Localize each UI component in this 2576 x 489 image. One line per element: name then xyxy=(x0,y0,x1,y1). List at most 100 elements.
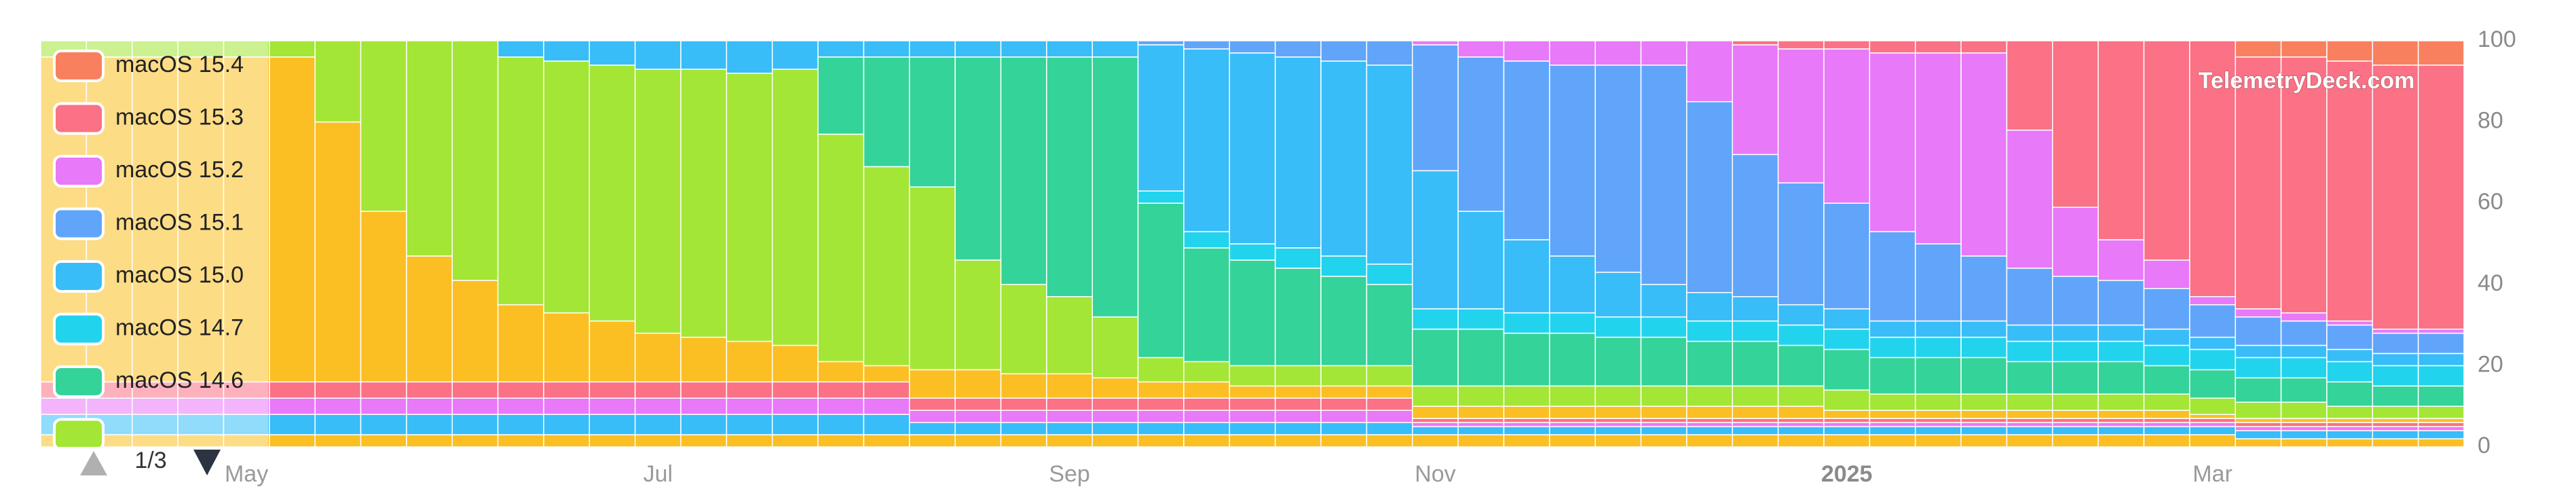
bar-segment xyxy=(1960,320,2008,338)
bar-segment xyxy=(726,40,773,74)
bar-segment xyxy=(1640,434,1687,448)
bar-segment xyxy=(863,166,910,367)
bar-segment xyxy=(1137,357,1184,383)
bar-segment xyxy=(1914,243,1962,322)
bar-segment xyxy=(451,280,499,383)
bar-segment xyxy=(1869,418,1916,423)
legend-page-down[interactable] xyxy=(193,450,221,475)
bar-segment xyxy=(1000,56,1047,285)
bar-segment xyxy=(2097,393,2145,411)
bar-segment xyxy=(2372,418,2419,423)
bar-segment xyxy=(726,434,773,448)
bar-segment xyxy=(954,422,1002,435)
bar-segment xyxy=(1686,434,1734,448)
bar-segment xyxy=(817,133,865,363)
bar-segment xyxy=(1320,385,1368,399)
bar-segment xyxy=(2372,328,2419,334)
bar-segment xyxy=(2097,340,2145,363)
bar-segment xyxy=(2097,361,2145,395)
bar-segment xyxy=(1777,422,1825,427)
bar-segment xyxy=(1960,357,2008,395)
bar-segment xyxy=(1091,377,1139,399)
bar-segment xyxy=(1046,397,1093,411)
bar-segment xyxy=(1549,418,1596,423)
bar-segment xyxy=(269,56,316,383)
bar-segment xyxy=(1686,101,1734,293)
bar-segment xyxy=(2326,40,2374,62)
bar-segment xyxy=(1046,410,1093,423)
bar-segment xyxy=(1183,40,1231,50)
bar-segment xyxy=(1137,410,1184,423)
bar-segment xyxy=(2326,381,2374,407)
bar-segment xyxy=(1960,434,2008,448)
legend-label: macOS 15.3 xyxy=(115,104,244,130)
bar-segment xyxy=(1549,422,1596,427)
bar-segment xyxy=(1046,434,1093,448)
bar-segment xyxy=(2417,365,2465,387)
bar-segment xyxy=(1457,405,1505,419)
bar-segment xyxy=(1046,422,1093,435)
bar-segment xyxy=(2326,60,2374,322)
bar-segment xyxy=(634,434,682,448)
bar-segment xyxy=(1686,418,1734,423)
bar-segment xyxy=(177,56,225,383)
bar-segment xyxy=(954,410,1002,423)
bar-segment xyxy=(360,381,407,399)
bar-segment xyxy=(406,40,453,257)
bar-segment xyxy=(2372,385,2419,407)
bar-segment xyxy=(2235,377,2282,403)
bar-segment xyxy=(1320,40,1368,62)
legend-label: macOS 14.7 xyxy=(115,314,244,340)
bar-segment xyxy=(1183,397,1231,411)
bar-segment xyxy=(2189,304,2236,338)
bar-segment xyxy=(2235,357,2282,379)
bar-segment xyxy=(1914,320,1962,338)
bar-segment xyxy=(1732,422,1779,427)
bar-segment xyxy=(1412,426,1459,435)
bar-segment xyxy=(680,434,728,448)
legend-swatch-partial xyxy=(53,418,105,447)
bar-segment xyxy=(2280,377,2328,403)
bar-segment xyxy=(1732,153,1779,297)
bar-segment xyxy=(1000,410,1047,423)
bar-segment xyxy=(1960,336,2008,359)
bar-segment xyxy=(1412,170,1459,310)
bar-segment xyxy=(2280,422,2328,427)
bar-segment xyxy=(1229,397,1276,411)
bar-segment xyxy=(543,434,591,448)
legend-page-up[interactable] xyxy=(80,451,107,475)
legend-swatch xyxy=(53,155,105,187)
bar-segment xyxy=(2372,430,2419,439)
bar-segment xyxy=(909,410,956,423)
bar-segment xyxy=(1457,211,1505,310)
legend-swatch xyxy=(53,260,105,293)
bar-segment xyxy=(1412,434,1459,448)
bar-segment xyxy=(1412,385,1459,407)
bar-segment xyxy=(863,381,910,399)
bar-segment xyxy=(1137,434,1184,448)
bar-segment xyxy=(1366,422,1413,435)
bar-segment xyxy=(1229,410,1276,423)
bar-segment xyxy=(1503,422,1550,427)
bar-segment xyxy=(406,381,453,399)
bar-segment xyxy=(1823,389,1871,411)
legend-swatch xyxy=(53,312,105,346)
bar-segment xyxy=(2235,422,2282,427)
bar-segment xyxy=(2326,361,2374,383)
bar-segment xyxy=(2280,312,2328,322)
bar-segment xyxy=(451,40,499,281)
bar-segment xyxy=(2235,418,2282,423)
bar-segment xyxy=(1869,40,1916,54)
bar-segment xyxy=(314,414,362,435)
y-tick-label: 0 xyxy=(2478,433,2490,458)
bar-segment xyxy=(2052,418,2099,423)
bar-segment xyxy=(2280,56,2328,314)
bar-segment xyxy=(1549,40,1596,66)
bar-segment xyxy=(2052,206,2099,277)
bar-segment xyxy=(2280,320,2328,346)
bar-segment xyxy=(1229,434,1276,448)
bar-segment xyxy=(1457,328,1505,387)
bar-segment xyxy=(2006,40,2053,131)
bar-segment xyxy=(2372,365,2419,387)
bar-segment xyxy=(771,434,819,448)
